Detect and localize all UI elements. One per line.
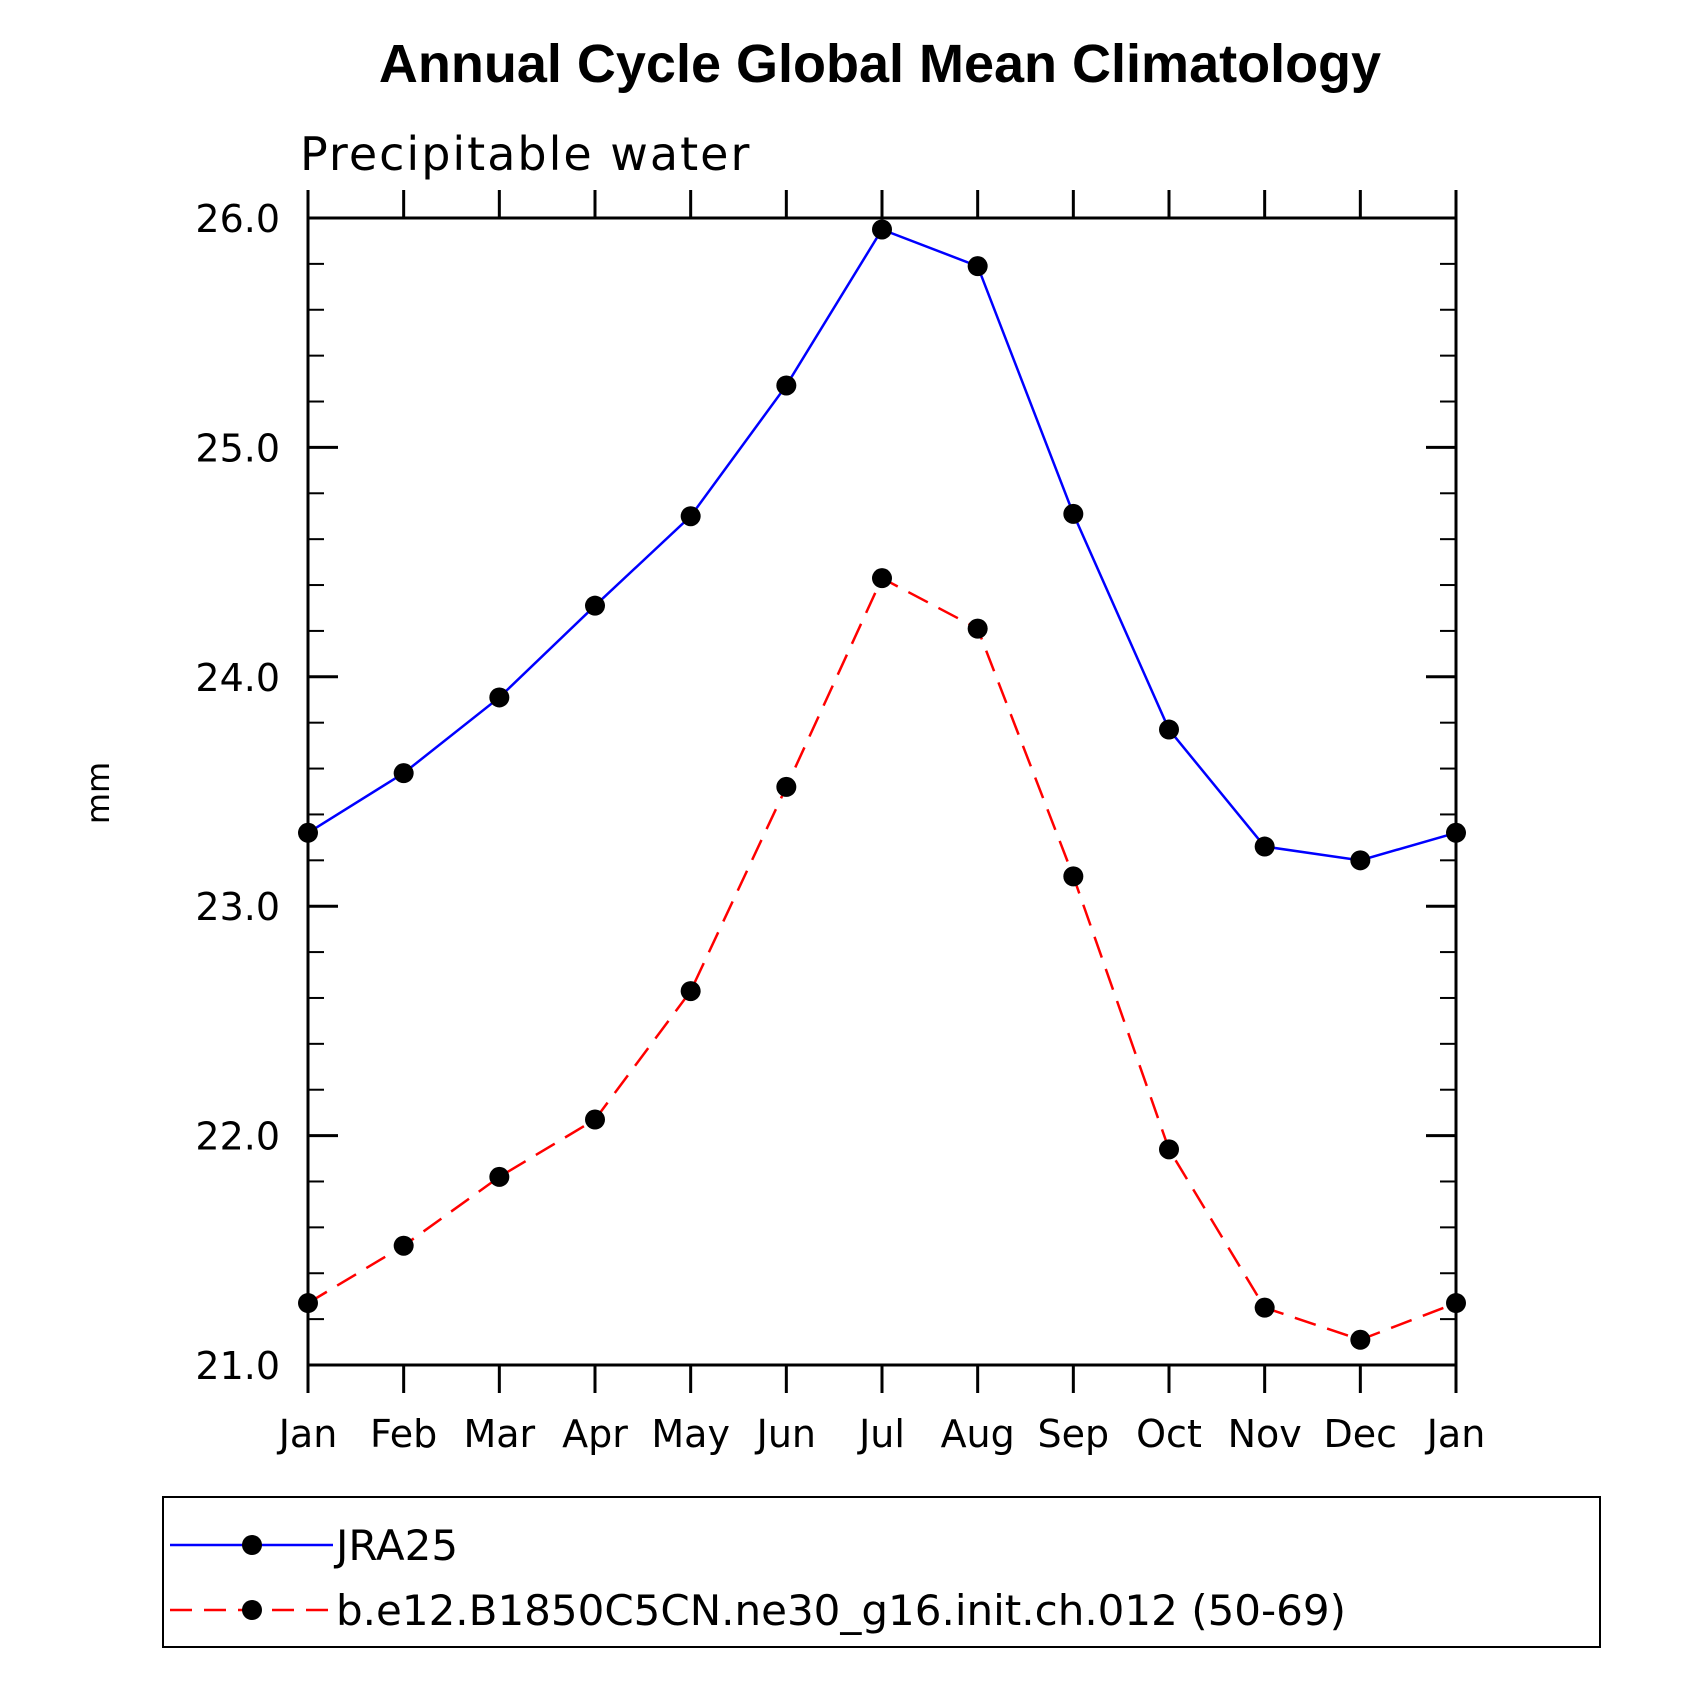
- series-2-point: [1063, 866, 1084, 887]
- series-2-point: [585, 1109, 605, 1130]
- legend-items: JRA25 b.e12.B1850C5CN.ne30_g16.init.ch.01…: [170, 1521, 1346, 1635]
- series-2-point: [967, 618, 988, 639]
- chart-subtitle: Precipitable water: [300, 127, 751, 181]
- chart-title: Annual Cycle Global Mean Climatology: [379, 34, 1381, 94]
- y-tick-label: 25.0: [195, 426, 280, 470]
- y-tick-label: 23.0: [195, 885, 280, 929]
- series-1-point: [298, 822, 318, 843]
- x-tick-label: Jan: [1425, 1412, 1486, 1456]
- y-tick-label: 24.0: [195, 656, 280, 700]
- x-tick-label: Feb: [370, 1412, 437, 1456]
- series-1-point: [967, 256, 988, 277]
- series-line-1: [307, 227, 1457, 862]
- y-tick-label: 21.0: [195, 1344, 280, 1388]
- series-2-point: [1159, 1139, 1179, 1160]
- legend-label-1: JRA25: [333, 1521, 458, 1570]
- series-2-point: [393, 1235, 414, 1256]
- series-1-point: [489, 687, 510, 708]
- x-tick-label: Nov: [1228, 1412, 1302, 1456]
- series-2-point: [1350, 1329, 1371, 1350]
- series-1-point: [776, 375, 797, 396]
- series-layer: [298, 219, 1466, 1350]
- legend-marker-1: [242, 1535, 262, 1555]
- plot-frame: [306, 216, 1458, 1367]
- series-2-point: [1446, 1293, 1466, 1314]
- x-tick-label: Mar: [463, 1412, 535, 1456]
- x-tick-label: Oct: [1136, 1412, 1202, 1456]
- series-2-point: [1254, 1297, 1275, 1318]
- x-tick-label: Aug: [941, 1412, 1015, 1456]
- series-1-point: [1159, 719, 1179, 740]
- series-1-point: [585, 595, 605, 616]
- x-tick-label: Jan: [277, 1412, 338, 1456]
- series-1-point: [393, 763, 414, 784]
- x-tick-label: May: [651, 1412, 730, 1456]
- series-line-2: [307, 576, 1457, 1342]
- legend-box: [162, 1496, 1601, 1648]
- series-2-point: [776, 776, 797, 797]
- legend-label-2: b.e12.B1850C5CN.ne30_g16.init.ch.012 (50…: [336, 1586, 1346, 1635]
- series-1-point: [680, 506, 701, 527]
- series-2-point: [298, 1293, 318, 1314]
- legend-marker-2: [242, 1600, 262, 1620]
- x-tick-label: Dec: [1324, 1412, 1398, 1456]
- series-2-point: [489, 1166, 510, 1187]
- series-2-point: [680, 981, 701, 1002]
- x-tick-label: Jun: [755, 1412, 816, 1456]
- series-1-point: [1350, 850, 1371, 871]
- y-tick-label: 22.0: [195, 1115, 280, 1159]
- series-1-point: [872, 219, 892, 240]
- series-1-point: [1254, 836, 1275, 857]
- series-1-point: [1063, 503, 1084, 524]
- x-tick-label: Apr: [562, 1412, 628, 1456]
- x-tick-label: Jul: [857, 1412, 905, 1456]
- legend: JRA25 b.e12.B1850C5CN.ne30_g16.init.ch.01…: [162, 1496, 1601, 1648]
- series-1-point: [1446, 822, 1466, 843]
- axis-ticks: Jan Feb Mar Apr May Jun Jul Aug Sep Oct Nov Dec Jan 2…: [195, 190, 1485, 1456]
- y-axis-label: mm: [79, 762, 117, 824]
- y-tick-label: 26.0: [195, 197, 280, 241]
- series-2-point: [872, 568, 892, 589]
- x-tick-label: Sep: [1038, 1412, 1110, 1456]
